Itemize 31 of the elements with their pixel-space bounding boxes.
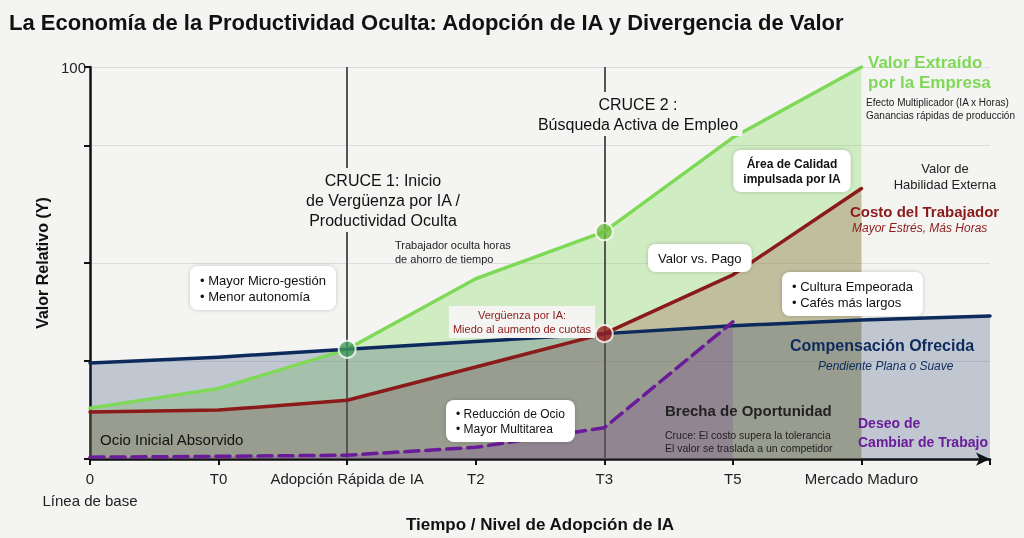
annotation: Ocio Inicial Absorvido (100, 431, 244, 448)
x-tick-label: 0 Línea de base (42, 469, 138, 509)
y-tick-label: 100 (60, 58, 86, 76)
series-label: Valor Extraído por la Empresa (868, 52, 992, 92)
annotation: Brecha de Oportunidad (665, 402, 832, 419)
annotation: Pendiente Plana o Suave (818, 358, 954, 373)
annotation: Trabajador oculta horas de ahorro de tiempo (395, 239, 512, 265)
annotation: Mayor Estrés, Más Horas (852, 220, 988, 235)
annotation: Área de Calidad impulsada por IA (743, 155, 841, 186)
series-label: Costo del Trabajador (850, 202, 1000, 220)
y-axis-title: Valor Relativo (Y) (33, 197, 51, 329)
chart-title: La Economía de la Productividad Oculta: Adopción de IA y Divergencia de Valor (9, 9, 844, 35)
x-tick-label: T5 (724, 469, 742, 487)
annotation: Efecto Multiplicador (IA x Horas) Ganancias rápidas de producción (866, 97, 1015, 121)
annotation: Vergüenza por IA: Miedo al aumento de cuotas (452, 309, 592, 335)
x-axis-title: Tiempo / Nivel de Adopción de IA (405, 515, 675, 534)
x-tick-label: T0 (209, 469, 228, 487)
annotation: Cruce: El costo supera la tolerancia El valor se traslada a un competidor (665, 428, 834, 454)
series-label: Compensación Ofrecida (790, 337, 975, 354)
x-tick-label: T2 (466, 469, 485, 487)
annotation: • Cultura Empeorada • Cafés más largos (792, 278, 914, 310)
annotation: CRUCE 2 : Búsqueda Activa de Empleo (537, 95, 739, 133)
text: Deseo de Cambiar de Trabajo (858, 414, 988, 450)
x-tick-label: Adopción Rápida de IA (270, 469, 424, 487)
annotation: • Reducción de Ocio • Mayor Multitarea (456, 406, 566, 436)
x-tick-label: T3 (595, 469, 614, 487)
annotation: Valor vs. Pago (658, 250, 742, 266)
x-tick-label: Mercado Maduro (804, 469, 919, 487)
annotation: Valor de Habilidad Externa (893, 160, 998, 192)
annotation: • Mayor Micro-gestión • Menor autonomía (200, 272, 326, 304)
annotation: CRUCE 1: Inicio de Vergüenza por IA / Productividad Oculta (306, 171, 461, 229)
